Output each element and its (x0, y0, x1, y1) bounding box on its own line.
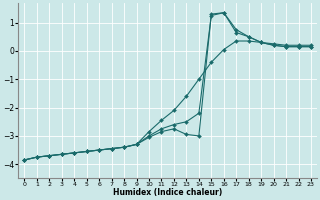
X-axis label: Humidex (Indice chaleur): Humidex (Indice chaleur) (113, 188, 222, 197)
